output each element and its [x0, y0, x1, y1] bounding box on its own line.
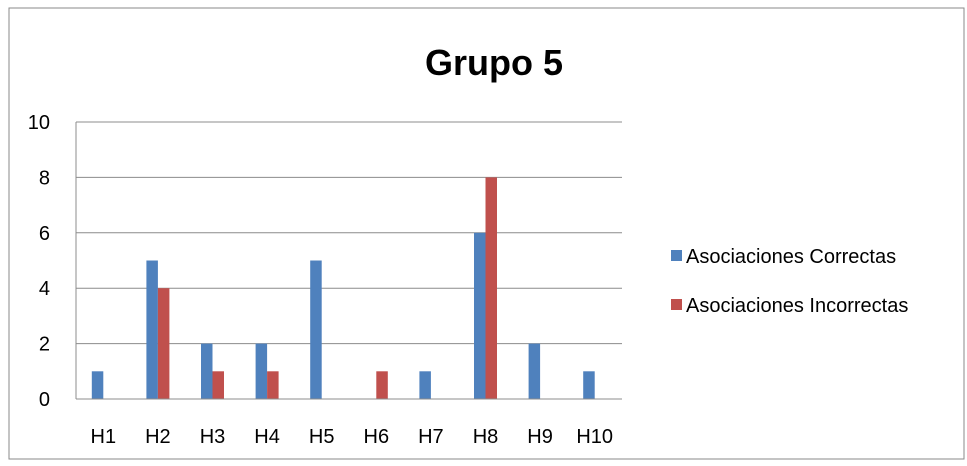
- bar-correctas: [474, 232, 486, 399]
- bar-incorrectas: [212, 371, 224, 399]
- legend-label: Asociaciones Correctas: [686, 246, 896, 268]
- bar-correctas: [201, 343, 213, 399]
- x-tick-label: H6: [364, 426, 390, 448]
- legend-label: Asociaciones Incorrectas: [686, 295, 908, 317]
- y-tick-label: 2: [39, 334, 50, 356]
- bar-incorrectas: [157, 288, 170, 399]
- y-tick-label: 0: [39, 389, 50, 411]
- axes: 0 2 4 6 8 10 H1 H2 H3 H4 H5 H6 H7 H8 H9 H10: [28, 112, 622, 448]
- x-tick-label: H9: [527, 426, 553, 448]
- y-tick-label: 4: [39, 278, 50, 300]
- bar-correctas: [255, 343, 268, 399]
- bars: [91, 177, 595, 399]
- x-tick-label: H4: [254, 426, 280, 448]
- y-tick-label: 6: [39, 223, 50, 245]
- x-tick-label: H3: [200, 426, 226, 448]
- x-tick-label: H5: [309, 426, 335, 448]
- legend-swatch: [671, 250, 682, 261]
- x-tick-label: H1: [91, 426, 117, 448]
- legend-swatch: [671, 299, 682, 310]
- y-tick-label: 8: [39, 167, 50, 189]
- bar-correctas: [528, 343, 541, 399]
- bar-incorrectas: [485, 177, 497, 399]
- x-tick-label: H10: [576, 426, 613, 448]
- x-tick-label: H8: [473, 426, 499, 448]
- legend: Asociaciones Correctas Asociaciones Incor…: [671, 246, 908, 317]
- y-tick-label: 10: [28, 112, 50, 134]
- bar-correctas: [146, 260, 158, 399]
- bar-correctas: [419, 371, 431, 399]
- bar-correctas: [583, 371, 595, 399]
- x-tick-label: H2: [145, 426, 171, 448]
- bar-incorrectas: [376, 371, 388, 399]
- x-tick-label: H7: [418, 426, 444, 448]
- bar-correctas: [310, 260, 322, 399]
- bar-correctas: [91, 371, 104, 399]
- bar-incorrectas: [267, 371, 279, 399]
- chart-title: Grupo 5: [425, 42, 563, 83]
